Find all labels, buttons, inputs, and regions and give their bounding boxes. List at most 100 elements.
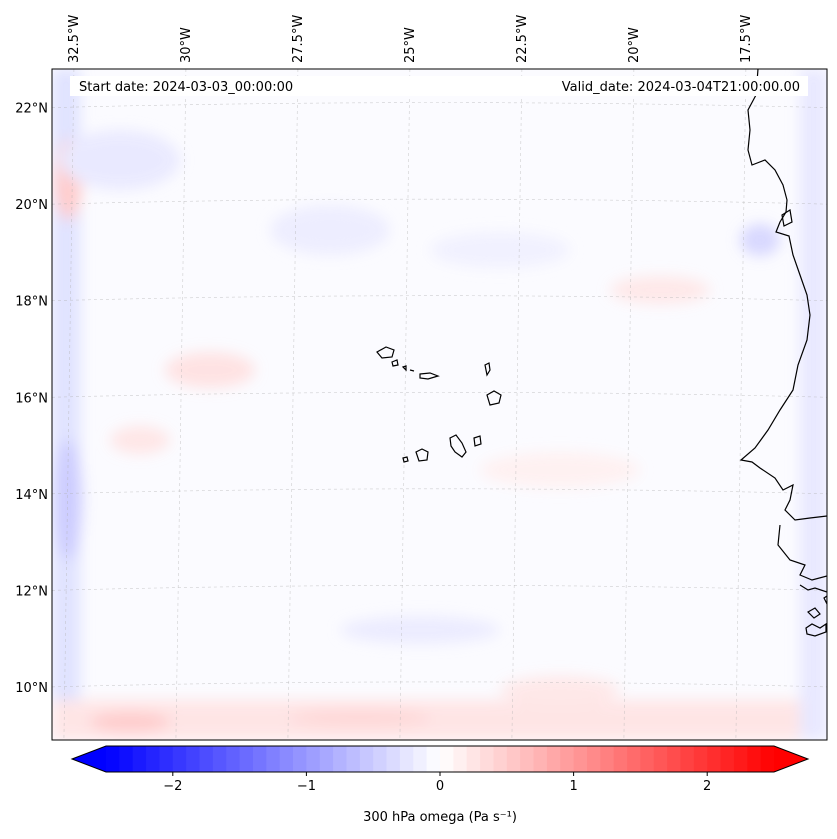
valid-date-label: Valid_date: 2024-03-04T21:00:00.00 — [562, 80, 800, 95]
island-sal — [484, 362, 491, 377]
coast-inlet-2 — [799, 584, 827, 593]
colorbar-cell — [306, 746, 321, 772]
colorbar-cell — [293, 746, 307, 772]
map-panel: Start date: 2024-03-03_00:00:00 Valid_da… — [51, 68, 828, 741]
colorbar-cell — [346, 746, 361, 772]
colorbar: −2 −1 0 1 2 300 hPa omega (Pa s⁻¹) — [70, 745, 810, 825]
longitude-tick-label: 27.5°W — [291, 15, 306, 63]
longitude-tick-label: 20°W — [627, 27, 642, 63]
colorbar-tick-label: 0 — [436, 779, 444, 794]
longitude-tick-labels: 32.5°W 30°W 27.5°W 25°W 22.5°W 20°W 17.5°W — [67, 15, 754, 63]
parallel-line — [52, 102, 827, 108]
cape-verde-islands — [376, 346, 502, 463]
colorbar-cell — [333, 746, 348, 772]
colorbar-ticks: −2 −1 0 1 2 — [163, 772, 711, 794]
latitude-tick-label: 20°N — [15, 198, 48, 213]
colorbar-outline — [70, 745, 810, 773]
coast-bay-mauritania — [781, 209, 793, 227]
colorbar-cell — [613, 746, 628, 772]
date-header-bar — [70, 76, 808, 96]
colorbar-cell — [440, 746, 454, 772]
colorbar-cell — [172, 746, 187, 772]
latitude-tick-label: 16°N — [15, 391, 48, 406]
colorbar-cell — [399, 746, 414, 772]
colorbar-cell — [266, 746, 281, 772]
longitude-tick-label: 22.5°W — [515, 15, 530, 63]
colorbar-extend-low — [72, 746, 106, 772]
africa-coastline — [739, 69, 827, 521]
meridian-line — [63, 69, 75, 740]
longitude-tick-label: 25°W — [403, 27, 418, 63]
colorbar-extend-high — [774, 746, 808, 772]
island-boa-vista — [486, 390, 502, 406]
map-frame — [51, 68, 828, 741]
colorbar-cell — [373, 746, 388, 772]
parallel-line — [52, 585, 827, 591]
colorbar-cell — [627, 746, 641, 772]
parallel-line — [52, 198, 827, 205]
meridian-line — [399, 69, 411, 740]
coastline — [739, 69, 827, 637]
colorbar-cell — [520, 746, 535, 772]
colorbar-cell — [560, 746, 575, 772]
coast-islands-south — [805, 595, 827, 637]
meridian-line — [623, 69, 635, 740]
colorbar-cell — [186, 746, 201, 772]
colorbar-cell — [546, 746, 561, 772]
longitude-tick-label: 30°W — [179, 27, 194, 63]
latitude-tick-label: 22°N — [15, 102, 48, 117]
colorbar-cell — [319, 746, 334, 772]
colorbar-cell — [132, 746, 147, 772]
colorbar-cell — [386, 746, 401, 772]
parallel-line — [52, 391, 827, 398]
colorbar-tick-label: −2 — [163, 779, 182, 794]
island-sao-vicente — [391, 359, 399, 367]
colorbar-cell — [693, 746, 708, 772]
colorbar-cell — [199, 746, 214, 772]
meridian-line — [287, 69, 299, 740]
colorbar-cell — [733, 746, 748, 772]
colorbar-cell — [720, 746, 735, 772]
island-sao-nicolau — [409, 369, 440, 380]
parallel-line — [52, 488, 827, 495]
latitude-tick-label: 14°N — [15, 488, 48, 503]
colorbar-cell — [239, 746, 254, 772]
meridian-line — [175, 69, 187, 740]
gridlines — [52, 69, 827, 740]
parallel-line — [52, 681, 827, 688]
colorbar-cell — [760, 746, 775, 772]
colorbar-cell — [106, 746, 120, 772]
colorbar-tick-label: −1 — [297, 779, 316, 794]
island-santo-antao — [376, 346, 395, 359]
colorbar-cell — [600, 746, 615, 772]
colorbar-cell — [226, 746, 241, 772]
colorbar-cell — [359, 746, 374, 772]
colorbar-cell — [533, 746, 548, 772]
island-fogo — [415, 448, 429, 462]
colorbar-cell — [159, 746, 174, 772]
colorbar-cell — [146, 746, 161, 772]
island-santiago — [449, 434, 467, 458]
latitude-tick-label: 12°N — [15, 584, 48, 599]
meridian-line — [511, 69, 523, 740]
colorbar-cell — [680, 746, 695, 772]
latitude-tick-label: 10°N — [15, 681, 48, 696]
colorbar-cell — [426, 746, 441, 772]
colorbar-tick-label: 2 — [703, 779, 711, 794]
colorbar-cell — [466, 746, 481, 772]
colorbar-cell — [573, 746, 588, 772]
longitude-tick-label: 32.5°W — [67, 15, 82, 63]
meridian-line — [735, 69, 747, 740]
parallel-line — [52, 295, 827, 302]
colorbar-cell — [640, 746, 655, 772]
colorbar-cell — [279, 746, 294, 772]
omega-field — [52, 69, 827, 740]
colorbar-cell — [119, 746, 134, 772]
colorbar-cell — [480, 746, 495, 772]
start-date-label: Start date: 2024-03-03_00:00:00 — [79, 80, 293, 95]
latitude-tick-label: 18°N — [15, 295, 48, 310]
colorbar-cell — [707, 746, 722, 772]
coast-inlet-1 — [777, 524, 827, 581]
colorbar-cell — [747, 746, 762, 772]
